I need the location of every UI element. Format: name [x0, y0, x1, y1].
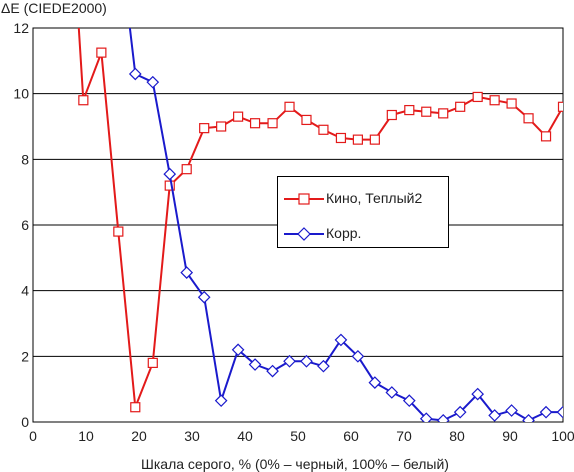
x-axis-label: Шкала серого, % (0% – черный, 100% – бел…: [141, 456, 449, 472]
data-point: [267, 118, 278, 129]
data-point: [334, 333, 348, 347]
data-point: [249, 118, 261, 129]
data-point: [216, 121, 227, 132]
data-point: [266, 364, 279, 378]
data-point: [489, 95, 500, 106]
legend-entry-kino: Кино, Теплый2: [278, 189, 448, 209]
data-point: [419, 412, 433, 422]
y-tick-labels: 0 2 4 6 8 10 12: [13, 20, 29, 430]
data-point: [471, 387, 485, 401]
data-point: [506, 98, 517, 109]
data-point: [368, 376, 382, 389]
data-point: [96, 47, 107, 58]
data-point: [421, 106, 432, 117]
data-point: [556, 405, 563, 419]
data-point: [231, 343, 245, 357]
data-point: [472, 91, 483, 103]
data-point: [128, 67, 142, 81]
y-axis-label: ΔE (CIEDE2000): [1, 0, 107, 16]
x-tick-label: 20: [131, 428, 147, 444]
data-point: [284, 101, 295, 112]
data-point: [352, 134, 363, 145]
series-1: [77, 28, 563, 413]
data-point: [146, 75, 160, 89]
data-point: [453, 405, 467, 419]
data-point: [557, 101, 563, 112]
data-point: [180, 266, 194, 279]
data-point: [248, 358, 262, 371]
legend-marker-diamond-icon: [284, 227, 324, 241]
data-point: [163, 167, 177, 181]
x-tick-label: 90: [502, 428, 518, 444]
legend-label-kino: Кино, Теплый2: [326, 190, 423, 206]
data-point: [335, 132, 347, 144]
data-point: [300, 354, 313, 368]
y-tick-label: 8: [21, 151, 29, 167]
data-point: [113, 226, 124, 237]
data-point: [317, 359, 330, 373]
data-point: [438, 108, 449, 119]
data-point: [522, 414, 535, 422]
data-point: [164, 180, 175, 191]
y-tick-label: 6: [21, 217, 29, 233]
data-point: [181, 164, 192, 175]
data-point: [385, 386, 399, 399]
x-tick-label: 10: [78, 428, 94, 444]
legend-marker-square-icon: [284, 193, 324, 205]
data-point: [147, 357, 158, 368]
y-tick-label: 10: [13, 86, 29, 102]
data-point: [505, 404, 518, 417]
data-point: [539, 405, 553, 419]
data-point: [283, 354, 296, 368]
legend: Кино, Теплый2 Корр.: [277, 176, 449, 248]
legend-label-korr: Корр.: [326, 225, 362, 241]
data-point: [318, 124, 329, 135]
data-point: [455, 101, 466, 112]
x-tick-label: 0: [29, 428, 37, 444]
data-point: [301, 114, 312, 126]
legend-entry-korr: Корр.: [278, 224, 448, 244]
data-point: [369, 134, 380, 145]
x-tick-labels: 0 10 20 30 40 50 60 70 80 90 100: [29, 428, 574, 444]
data-point: [351, 349, 365, 363]
data-point: [402, 394, 416, 408]
plot-frame: [32, 27, 564, 423]
data-point: [197, 290, 211, 304]
series-layer: [77, 28, 563, 422]
data-point: [540, 131, 552, 142]
y-tick-label: 2: [21, 348, 29, 364]
data-point: [523, 113, 534, 124]
data-point: [436, 414, 450, 422]
data-point: [386, 109, 397, 121]
x-tick-label: 80: [449, 428, 465, 444]
y-tick-label: 4: [21, 283, 29, 299]
x-tick-label: 70: [396, 428, 412, 444]
series-2: [128, 28, 563, 422]
data-point: [78, 95, 89, 106]
y-tick-label: 0: [21, 414, 29, 430]
x-tick-label: 100: [551, 428, 574, 444]
data-point: [199, 123, 210, 134]
y-tick-label: 12: [13, 20, 29, 36]
data-point: [214, 394, 228, 408]
data-point: [488, 409, 501, 422]
data-point: [404, 104, 415, 116]
x-tick-label: 50: [290, 428, 306, 444]
x-tick-label: 30: [184, 428, 200, 444]
data-point: [130, 402, 141, 413]
data-point: [233, 111, 244, 122]
x-tick-label: 60: [343, 428, 359, 444]
x-tick-label: 40: [237, 428, 253, 444]
